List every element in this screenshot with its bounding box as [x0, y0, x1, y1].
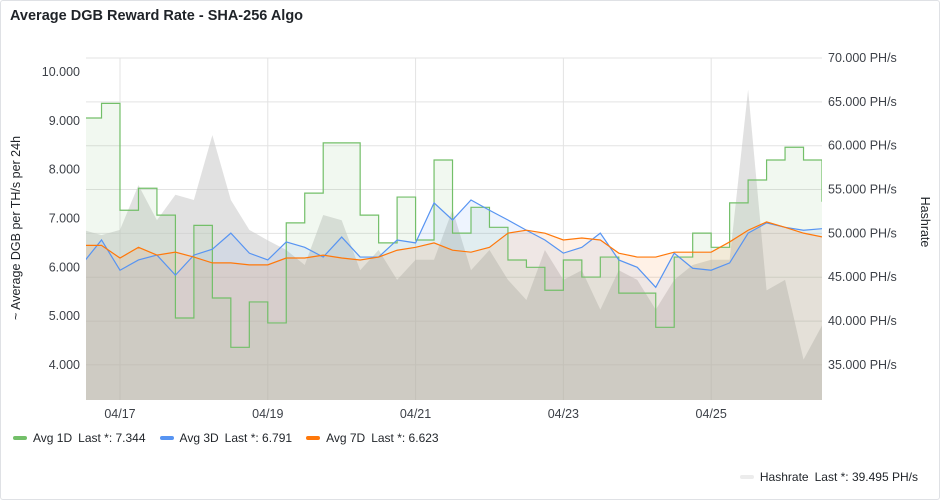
legend-swatch: [739, 475, 754, 479]
y-tick-label: 4.000: [49, 358, 80, 372]
y2-tick-label: 70.000 PH/s: [828, 51, 897, 65]
y2-tick-label: 55.000 PH/s: [828, 183, 897, 197]
x-tick-label: 04/21: [400, 407, 431, 421]
legend-item-hashrate[interactable]: Hashrate Last *: 39.495 PH/s: [739, 470, 918, 484]
y2-tick-label: 45.000 PH/s: [828, 270, 897, 284]
legend-name: Avg 3D: [179, 431, 219, 445]
legend-item-avg-1d[interactable]: Avg 1D Last *: 7.344: [13, 431, 146, 445]
legend-item-avg-7d[interactable]: Avg 7D Last *: 6.623: [306, 431, 439, 445]
legend-name: Hashrate: [759, 470, 809, 484]
y-tick-label: 8.000: [49, 163, 80, 177]
legend-stat: Last *: 7.344: [78, 431, 146, 445]
legend-name: Avg 1D: [33, 431, 73, 445]
y-tick-label: 9.000: [49, 114, 80, 128]
legend-stat: Last *: 6.623: [371, 431, 439, 445]
x-tick-label: 04/23: [548, 407, 579, 421]
y-tick-label: 5.000: [49, 309, 80, 323]
y-tick-label: 7.000: [49, 212, 80, 226]
legend-stat: Last *: 6.791: [224, 431, 293, 445]
area-avg-7d: [86, 221, 822, 400]
x-tick-label: 04/25: [696, 407, 727, 421]
y-axis-right: 35.000 PH/s 40.000 PH/s 45.000 PH/s 50.000 …: [828, 51, 897, 372]
legend-swatch: [306, 436, 321, 440]
y-axis-left: 4.000 5.000 6.000 7.000 8.000 9.000 10.000: [42, 65, 80, 372]
x-tick-label: 04/19: [252, 407, 283, 421]
series-lines: [86, 102, 822, 348]
y2-axis-label: Hashrate: [918, 197, 932, 248]
x-axis: 04/17 04/19 04/21 04/23 04/25: [104, 407, 726, 421]
y2-tick-label: 60.000 PH/s: [828, 139, 897, 153]
y-tick-label: 6.000: [49, 260, 80, 274]
area-avg-3d: [86, 199, 822, 400]
line-avg-7d: [86, 221, 822, 266]
legend-left: Avg 1D Last *: 7.344 Avg 3D Last *: 6.79…: [13, 431, 447, 445]
legend-stat: Last *: 39.495 PH/s: [814, 470, 918, 484]
legend-right: Hashrate Last *: 39.495 PH/s: [739, 470, 918, 484]
y2-tick-label: 35.000 PH/s: [828, 358, 897, 372]
y-tick-label: 10.000: [42, 65, 80, 79]
line-avg-1d: [86, 102, 822, 348]
legend-name: Avg 7D: [326, 431, 366, 445]
x-tick-label: 04/17: [104, 407, 135, 421]
line-avg-3d: [86, 199, 822, 289]
y2-tick-label: 40.000 PH/s: [828, 314, 897, 328]
y2-tick-label: 65.000 PH/s: [828, 95, 897, 109]
panel-title: Average DGB Reward Rate - SHA-256 Algo: [10, 8, 304, 24]
legend-swatch: [13, 436, 27, 440]
legend-swatch: [159, 436, 174, 440]
y2-tick-label: 50.000 PH/s: [828, 226, 897, 240]
y-axis-label: ~ Average DGB per TH/s per 24h: [9, 136, 23, 320]
legend-item-avg-3d[interactable]: Avg 3D Last *: 6.791: [159, 431, 293, 445]
area-avg-1d: [86, 103, 822, 400]
